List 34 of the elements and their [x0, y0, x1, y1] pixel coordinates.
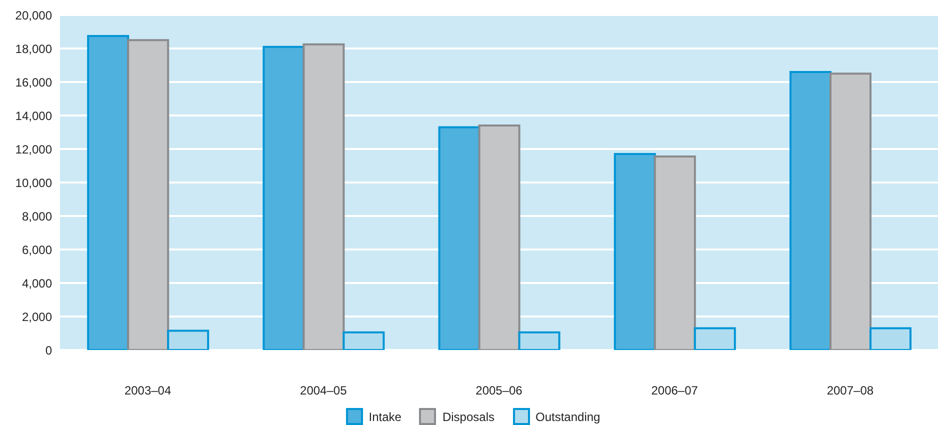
y-tick-label: 20,000 [15, 8, 52, 22]
x-tick-label: 2007–08 [826, 384, 874, 398]
bar [342, 331, 385, 350]
y-tick-label: 6,000 [22, 242, 52, 257]
x-tick-label: 2003–04 [124, 384, 172, 398]
legend-label: Intake [368, 410, 402, 424]
y-tick-label: 10,000 [15, 176, 52, 190]
bar [127, 39, 170, 350]
y-tick-label: 8,000 [22, 209, 52, 224]
bar [87, 34, 130, 350]
y-tick-label: 12,000 [15, 142, 52, 156]
y-tick-label: 2,000 [22, 310, 52, 324]
y-tick-label: 14,000 [15, 108, 52, 123]
y-tick-label: 16,000 [15, 75, 52, 90]
y-tick-label: 4,000 [22, 276, 52, 290]
bar [262, 46, 305, 350]
bar [438, 126, 480, 350]
y-tick-label: 18,000 [15, 42, 52, 56]
x-tick-label: 2004–05 [300, 384, 348, 398]
bar [614, 153, 656, 350]
bar [869, 327, 912, 350]
bar [694, 327, 736, 350]
bar [518, 331, 560, 350]
legend-label: Disposals [442, 410, 494, 424]
bar [478, 124, 520, 350]
bar [167, 330, 210, 350]
x-tick-label: 2005–06 [476, 384, 523, 398]
legend-label: Outstanding [536, 410, 600, 424]
bar [302, 43, 345, 350]
x-tick-label: 2006–07 [651, 384, 698, 398]
y-tick-label: 0 [45, 343, 52, 358]
bar [654, 156, 696, 350]
bar [789, 70, 832, 350]
bar [829, 72, 872, 350]
